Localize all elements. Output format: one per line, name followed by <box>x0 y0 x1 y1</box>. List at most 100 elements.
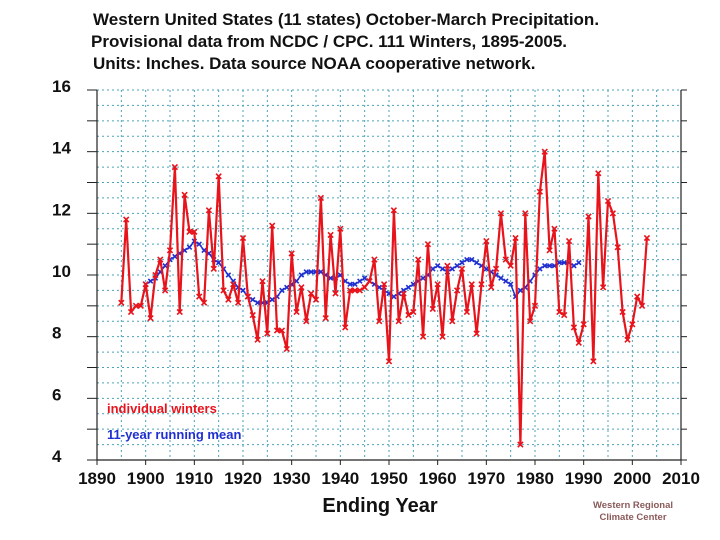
x-tick-label: 2000 <box>613 469 651 488</box>
x-axis-label: Ending Year <box>322 495 437 517</box>
winter-point <box>575 339 582 346</box>
winter-point <box>512 234 519 242</box>
x-tick-label: 1900 <box>127 469 165 488</box>
winter-point <box>546 247 553 254</box>
winter-point <box>634 293 641 300</box>
mean-point <box>249 296 256 303</box>
y-tick-label: 16 <box>52 77 71 96</box>
x-tick-labels: 1890 1900 1910 1920 1930 1940 1950 1960 1970 1980… <box>78 469 700 488</box>
winter-point <box>137 302 144 309</box>
mean-point <box>215 259 222 266</box>
gridlines <box>96 89 682 461</box>
winter-point <box>123 216 130 223</box>
mean-point <box>361 275 368 281</box>
x-tick-label: 1890 <box>78 469 116 488</box>
winter-point <box>492 265 500 272</box>
winter-point <box>483 237 490 245</box>
winter-point <box>239 234 247 242</box>
winter-point <box>322 315 329 322</box>
winter-point <box>488 284 495 291</box>
mean-point <box>498 275 504 281</box>
y-tick-label: 14 <box>52 139 71 158</box>
winter-point <box>458 265 466 272</box>
mean-point <box>186 244 193 251</box>
winter-point <box>127 308 135 316</box>
mean-point <box>537 266 543 272</box>
mean-point <box>308 269 314 275</box>
winter-point <box>595 170 602 177</box>
y-tick-labels: 16 14 12 10 8 6 4 <box>52 77 71 466</box>
winter-point <box>337 225 344 232</box>
winter-point <box>590 358 597 365</box>
winter-point <box>200 299 208 306</box>
winter-point <box>244 293 252 300</box>
winter-point <box>132 302 140 309</box>
winter-point <box>585 213 592 220</box>
mean-point <box>318 269 324 275</box>
mean-point <box>420 275 426 281</box>
y-tick-label: 4 <box>52 447 62 466</box>
winter-point <box>210 265 217 272</box>
winter-point <box>118 299 125 306</box>
winter-point <box>385 358 393 365</box>
winter-point <box>317 194 325 202</box>
winter-point <box>570 324 578 331</box>
winter-point <box>551 225 558 232</box>
x-tick-label: 2010 <box>662 469 700 488</box>
x-tick-label: 1950 <box>370 469 408 488</box>
winter-point <box>478 281 485 288</box>
winter-point <box>351 287 359 294</box>
winter-point <box>181 191 188 198</box>
title-line-1: Western United States (11 states) Octobe… <box>93 10 599 29</box>
winter-point <box>196 293 203 300</box>
winter-point <box>147 315 154 322</box>
winter-point <box>390 207 398 214</box>
winter-point <box>526 318 534 325</box>
mean-point <box>473 259 480 266</box>
mean-point <box>464 256 470 263</box>
winter-point <box>234 299 242 306</box>
winter-point <box>259 278 266 285</box>
winter-point <box>449 318 456 325</box>
winter-point <box>439 333 446 340</box>
y-tick-label: 12 <box>52 200 71 219</box>
winter-point <box>366 278 373 285</box>
x-tick-label: 1930 <box>273 469 311 488</box>
mean-point <box>430 266 436 272</box>
mean-point <box>240 287 246 294</box>
mean-point <box>298 272 305 278</box>
winter-point <box>419 333 427 340</box>
winter-point <box>278 327 286 334</box>
winter-point <box>629 321 636 328</box>
mean-point <box>352 281 358 288</box>
winter-point <box>312 296 320 303</box>
mean-point <box>162 262 168 269</box>
mean-point <box>459 259 465 266</box>
winter-point <box>161 287 169 294</box>
x-tick-label: 1960 <box>419 469 457 488</box>
x-tick-label: 1920 <box>224 469 262 488</box>
legend-individual-winters: individual winters <box>107 401 217 416</box>
mean-point <box>571 262 577 269</box>
attribution-line-1: Western Regional <box>593 500 673 511</box>
winter-point <box>453 287 461 294</box>
winter-point <box>468 281 475 288</box>
winter-point <box>536 188 544 195</box>
mean-point <box>391 293 397 300</box>
mean-point <box>517 287 524 294</box>
title-line-2: Provisional data from NCDC / CPC. 111 Wi… <box>91 32 567 51</box>
winter-point <box>444 262 451 269</box>
winter-point <box>298 284 305 291</box>
winter-point <box>225 296 232 303</box>
mean-point <box>561 259 567 266</box>
winter-point <box>507 262 514 269</box>
legend: individual winters 11-year running mean <box>107 401 241 442</box>
winter-point <box>473 330 480 337</box>
winter-point <box>346 287 354 294</box>
attribution: Western Regional Climate Center <box>593 500 673 523</box>
winter-point <box>400 290 407 297</box>
winter-point <box>356 287 363 294</box>
winter-point <box>522 210 529 217</box>
mean-point <box>556 259 563 266</box>
